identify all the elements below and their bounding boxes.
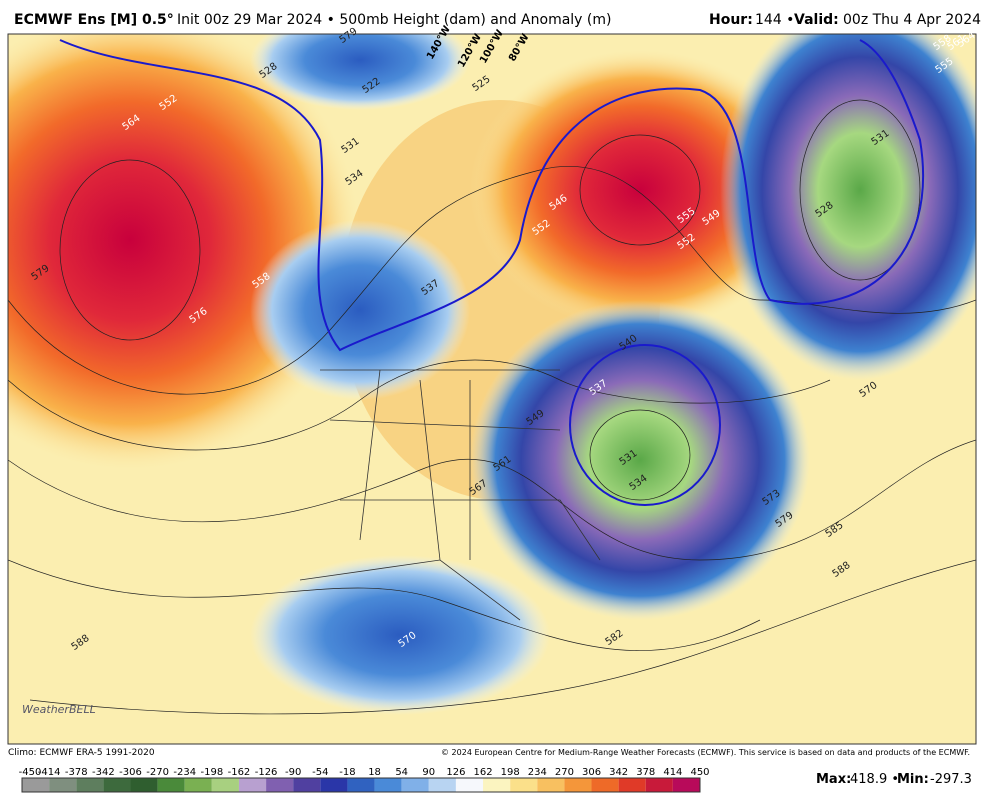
colorbar-label: -306	[119, 767, 142, 778]
colorbar-swatch	[428, 778, 456, 792]
colorbar-label: -342	[92, 767, 115, 778]
colorbar-label: 270	[555, 767, 574, 778]
colorbar-swatch	[564, 778, 592, 792]
colorbar-label: -270	[146, 767, 169, 778]
colorbar-label: 378	[636, 767, 655, 778]
colorbar-label: 126	[446, 767, 465, 778]
colorbar-swatch	[157, 778, 185, 792]
colorbar-label: -90	[285, 767, 301, 778]
colorbar-label: -378	[65, 767, 88, 778]
init: Init 00z 29 Mar 2024 • 500mb Height (dam…	[177, 12, 611, 28]
anomaly	[250, 220, 470, 400]
logo: WeatherBELL	[22, 703, 96, 716]
boundaries	[299, 369, 601, 621]
max: 418.9 •	[850, 772, 899, 787]
colorbar-swatch	[320, 778, 348, 792]
anomaly	[250, 555, 550, 715]
colorbar-label: 18	[368, 767, 381, 778]
colorbar-swatch	[401, 778, 429, 792]
colorbar-label: -126	[255, 767, 278, 778]
anomaly	[470, 50, 810, 330]
colorbar-swatch	[238, 778, 267, 792]
model: ECMWF Ens [M] 0.5°	[14, 12, 174, 28]
valid-label: Valid:	[794, 12, 839, 28]
colorbar-swatch	[76, 778, 104, 792]
map	[8, 34, 976, 744]
anomaly	[470, 300, 810, 620]
colorbar-swatch	[211, 778, 239, 792]
copyright: © 2024 European Centre for Medium-Range …	[441, 748, 970, 757]
colorbar-swatch	[347, 778, 375, 792]
colorbar-swatch	[374, 778, 402, 792]
colorbar-swatch	[103, 778, 131, 792]
540-line	[59, 39, 925, 506]
colorbar-swatch	[483, 778, 511, 792]
valid: 00z Thu 4 Apr 2024	[843, 12, 981, 28]
colorbar-swatch	[672, 778, 700, 792]
colorbar-label: 198	[501, 767, 520, 778]
colorbar-swatch	[22, 778, 50, 792]
colorbar-swatch	[130, 778, 158, 792]
colorbar-label: -18	[339, 767, 355, 778]
colorbar-label: 54	[395, 767, 408, 778]
colorbar-label: 414	[663, 767, 682, 778]
climo: Climo: ECMWF ERA-5 1991-2020	[8, 748, 155, 758]
colorbar-label: 342	[609, 767, 628, 778]
anomaly	[720, 34, 976, 380]
colorbar-frame	[21, 777, 701, 793]
colorbar-label: -162	[228, 767, 251, 778]
max-label: Max:	[816, 772, 851, 787]
colorbar-swatch	[266, 778, 294, 792]
colorbar-label: -414	[38, 767, 61, 778]
colorbar-swatch	[645, 778, 673, 792]
colorbar-label: 306	[582, 767, 601, 778]
colorbar-swatch	[184, 778, 212, 792]
min-label: Min:	[897, 772, 929, 787]
colorbar-swatch	[618, 778, 646, 792]
colorbar-label: 162	[473, 767, 492, 778]
colorbar-label: 90	[422, 767, 435, 778]
colorbar-swatch	[591, 778, 619, 792]
anomaly	[250, 34, 470, 110]
colorbar-label: -234	[173, 767, 196, 778]
map-frame	[7, 33, 977, 745]
colorbar-label: 450	[690, 767, 709, 778]
colorbar-swatch	[293, 778, 321, 792]
colorbar-label: -198	[200, 767, 223, 778]
colorbar-swatch	[510, 778, 538, 792]
min: -297.3	[930, 772, 972, 787]
colorbar-swatch	[537, 778, 565, 792]
colorbar-swatch	[49, 778, 77, 792]
colorbar-label: 234	[528, 767, 547, 778]
hour: 144 •	[755, 12, 794, 28]
colorbar-label: -450	[19, 767, 42, 778]
hour-label: Hour:	[709, 12, 753, 28]
colorbar-swatch	[455, 778, 484, 792]
colorbar-label: -54	[312, 767, 328, 778]
